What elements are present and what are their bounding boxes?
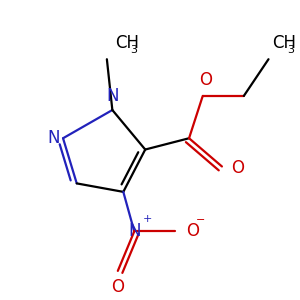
Text: N: N — [47, 129, 60, 147]
Text: 3: 3 — [288, 45, 295, 55]
Text: O: O — [231, 159, 244, 177]
Text: N: N — [128, 222, 140, 240]
Text: N: N — [106, 87, 118, 105]
Text: +: + — [142, 214, 152, 224]
Text: CH: CH — [273, 34, 297, 52]
Text: 3: 3 — [130, 45, 137, 55]
Text: O: O — [186, 222, 199, 240]
Text: CH: CH — [115, 34, 139, 52]
Text: −: − — [196, 215, 205, 225]
Text: O: O — [199, 71, 212, 89]
Text: O: O — [111, 278, 124, 296]
